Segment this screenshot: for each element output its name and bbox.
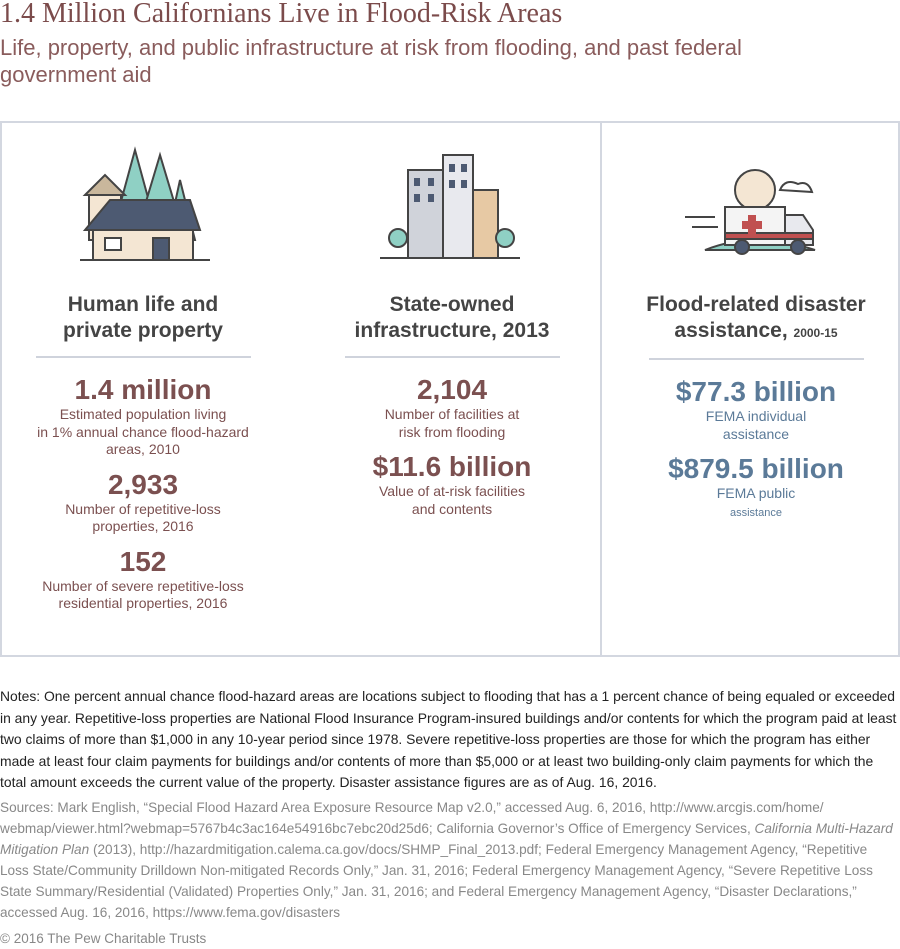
- desc-line: FEMA public: [716, 485, 796, 501]
- stat-description: Number of severe repetitive-loss resident…: [0, 578, 293, 613]
- divider: [600, 121, 602, 655]
- ambulance-icon: [685, 169, 816, 255]
- sources-text: Sources: Mark English, “Special Flood Ha…: [0, 800, 824, 836]
- heading-note: 2000-15: [793, 326, 838, 340]
- sources-title: California Multi-Hazard Mitigation Plan: [0, 821, 893, 857]
- stat-value: 1.4 million: [74, 374, 212, 405]
- panel: State-owned infrastructure, 2013 2,104 Nu…: [302, 292, 602, 528]
- heading-line: Human life and: [67, 293, 219, 316]
- desc-line: Number of repetitive-loss: [65, 500, 221, 517]
- heading-line: infrastructure, 2013: [354, 319, 550, 342]
- desc-line: in 1% annual chance flood-hazard: [37, 423, 249, 440]
- panel-box: [0, 121, 900, 657]
- sources: Sources: Mark English, “Special Flood Ha…: [0, 797, 898, 923]
- stat-description: Value of at-risk facilities and contents: [302, 483, 602, 518]
- desc-line: assistance: [722, 425, 790, 442]
- desc-line: risk from flooding: [398, 423, 506, 440]
- stat-value: 2,104: [416, 374, 488, 405]
- heading-line: assistance,: [674, 319, 788, 342]
- desc-line: Value of at-risk facilities: [378, 483, 525, 499]
- stat-description: FEMA individual assistance: [606, 408, 900, 443]
- desc-line: assistance: [730, 506, 782, 519]
- desc-line: Estimated population living: [59, 406, 227, 422]
- stat-value: $879.5 billion: [668, 453, 844, 484]
- stat-description: FEMA public assistance: [606, 485, 900, 522]
- desc-line: FEMA individual: [705, 408, 807, 424]
- stat-value: $11.6 billion: [372, 451, 532, 482]
- panel-heading: Flood-related disaster assistance, 2000-1…: [606, 292, 900, 346]
- panel-heading: Human life and private property: [0, 292, 293, 344]
- title: 1.4 Million Californians Live in Flood-R…: [0, 0, 563, 29]
- desc-line: residential properties, 2016: [58, 595, 228, 611]
- copyright: © 2016 The Pew Charitable Trusts: [0, 931, 207, 946]
- subtitle: Life, property, and public infrastructur…: [0, 35, 742, 87]
- panel: Human life and private property 1.4 milli…: [0, 292, 293, 623]
- desc-line: Number of facilities at: [384, 406, 520, 422]
- sources-text: (2013), http://hazardmitigation.calema.c…: [0, 842, 873, 920]
- desc-line: Number of severe repetitive-loss: [42, 577, 244, 594]
- stat-description: Number of facilities at risk from floodin…: [302, 406, 602, 441]
- heading-line: Flood-related disaster: [646, 293, 866, 316]
- stat-value: 2,933: [107, 468, 179, 500]
- rule: [35, 356, 251, 358]
- desc-line: areas, 2010: [106, 441, 180, 457]
- panel: Flood-related disaster assistance, 2000-1…: [606, 292, 900, 532]
- desc-line: and contents: [411, 500, 493, 517]
- stat-description: Estimated population living in 1% annual …: [0, 406, 293, 459]
- stat-value: 152: [119, 545, 167, 577]
- rule: [648, 358, 864, 360]
- stat-value: $77.3 billion: [675, 376, 837, 407]
- notes: Notes: One percent annual chance flood-h…: [0, 688, 897, 790]
- rule: [344, 356, 560, 358]
- house-icon: [80, 146, 210, 261]
- stat-description: Number of repetitive-loss properties, 201…: [0, 501, 293, 536]
- heading-line: State-owned: [389, 293, 515, 316]
- desc-line: properties, 2016: [92, 518, 194, 534]
- heading-line: private property: [63, 319, 223, 342]
- panel-heading: State-owned infrastructure, 2013: [302, 292, 602, 344]
- buildings-icon: [380, 154, 520, 259]
